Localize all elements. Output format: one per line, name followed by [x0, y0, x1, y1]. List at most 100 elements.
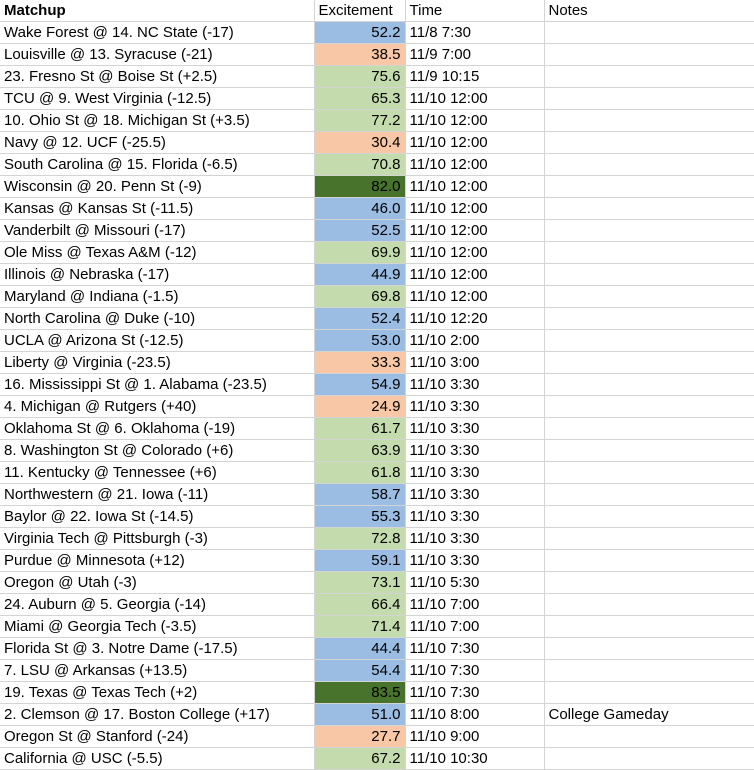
matchup-cell[interactable]: North Carolina @ Duke (-10)	[0, 307, 315, 330]
time-cell[interactable]: 11/10 12:00	[404, 285, 545, 308]
time-cell[interactable]: 11/10 12:00	[404, 241, 545, 264]
time-cell[interactable]: 11/10 5:30	[404, 571, 545, 594]
excitement-cell[interactable]: 24.9	[313, 395, 406, 418]
time-cell[interactable]: 11/10 7:00	[404, 615, 545, 638]
matchup-cell[interactable]: Oregon St @ Stanford (-24)	[0, 725, 315, 748]
excitement-cell[interactable]: 54.9	[313, 373, 406, 396]
excitement-cell[interactable]: 72.8	[313, 527, 406, 550]
time-cell[interactable]: 11/10 7:30	[404, 637, 545, 660]
time-cell[interactable]: 11/10 9:00	[404, 725, 545, 748]
matchup-cell[interactable]: Liberty @ Virginia (-23.5)	[0, 351, 315, 374]
excitement-cell[interactable]: 52.4	[313, 307, 406, 330]
excitement-cell[interactable]: 38.5	[313, 43, 406, 66]
matchup-cell[interactable]: 19. Texas @ Texas Tech (+2)	[0, 681, 315, 704]
notes-cell[interactable]	[543, 571, 754, 594]
excitement-cell[interactable]: 82.0	[313, 175, 406, 198]
matchup-cell[interactable]: 24. Auburn @ 5. Georgia (-14)	[0, 593, 315, 616]
time-cell[interactable]: 11/10 12:00	[404, 131, 545, 154]
notes-cell[interactable]	[543, 307, 754, 330]
matchup-cell[interactable]: Florida St @ 3. Notre Dame (-17.5)	[0, 637, 315, 660]
notes-cell[interactable]	[543, 241, 754, 264]
excitement-cell[interactable]: 46.0	[313, 197, 406, 220]
time-cell[interactable]: 11/10 3:30	[404, 461, 545, 484]
matchup-cell[interactable]: Illinois @ Nebraska (-17)	[0, 263, 315, 286]
excitement-cell[interactable]: 77.2	[313, 109, 406, 132]
matchup-cell[interactable]: 11. Kentucky @ Tennessee (+6)	[0, 461, 315, 484]
notes-cell[interactable]	[543, 527, 754, 550]
matchup-cell[interactable]: 2. Clemson @ 17. Boston College (+17)	[0, 703, 315, 726]
notes-cell[interactable]	[543, 175, 754, 198]
matchup-cell[interactable]: Oklahoma St @ 6. Oklahoma (-19)	[0, 417, 315, 440]
time-cell[interactable]: 11/10 12:00	[404, 87, 545, 110]
excitement-cell[interactable]: 69.8	[313, 285, 406, 308]
time-cell[interactable]: 11/10 12:00	[404, 153, 545, 176]
notes-cell[interactable]	[543, 593, 754, 616]
excitement-cell[interactable]: 71.4	[313, 615, 406, 638]
excitement-cell[interactable]: 65.3	[313, 87, 406, 110]
matchup-cell[interactable]: 10. Ohio St @ 18. Michigan St (+3.5)	[0, 109, 315, 132]
matchup-cell[interactable]: 8. Washington St @ Colorado (+6)	[0, 439, 315, 462]
matchup-cell[interactable]: Vanderbilt @ Missouri (-17)	[0, 219, 315, 242]
notes-cell[interactable]	[543, 725, 754, 748]
time-cell[interactable]: 11/10 12:00	[404, 175, 545, 198]
excitement-cell[interactable]: 51.0	[313, 703, 406, 726]
notes-cell[interactable]	[543, 505, 754, 528]
notes-cell[interactable]	[543, 417, 754, 440]
excitement-cell[interactable]: 52.2	[313, 21, 406, 44]
time-cell[interactable]: 11/9 10:15	[404, 65, 545, 88]
time-cell[interactable]: 11/10 3:30	[404, 373, 545, 396]
notes-cell[interactable]	[543, 659, 754, 682]
excitement-cell[interactable]: 53.0	[313, 329, 406, 352]
matchup-cell[interactable]: UCLA @ Arizona St (-12.5)	[0, 329, 315, 352]
time-cell[interactable]: 11/10 12:00	[404, 197, 545, 220]
notes-cell[interactable]	[543, 351, 754, 374]
time-cell[interactable]: 11/10 12:00	[404, 109, 545, 132]
time-cell[interactable]: 11/10 2:00	[404, 329, 545, 352]
time-cell[interactable]: 11/10 10:30	[404, 747, 545, 770]
time-cell[interactable]: 11/8 7:30	[404, 21, 545, 44]
excitement-cell[interactable]: 63.9	[313, 439, 406, 462]
matchup-cell[interactable]: Virginia Tech @ Pittsburgh (-3)	[0, 527, 315, 550]
matchup-cell[interactable]: 16. Mississippi St @ 1. Alabama (-23.5)	[0, 373, 315, 396]
matchup-cell[interactable]: Northwestern @ 21. Iowa (-11)	[0, 483, 315, 506]
matchup-cell[interactable]: 23. Fresno St @ Boise St (+2.5)	[0, 65, 315, 88]
excitement-cell[interactable]: 75.6	[313, 65, 406, 88]
matchup-cell[interactable]: Baylor @ 22. Iowa St (-14.5)	[0, 505, 315, 528]
notes-cell[interactable]	[543, 109, 754, 132]
matchup-cell[interactable]: South Carolina @ 15. Florida (-6.5)	[0, 153, 315, 176]
notes-cell[interactable]	[543, 263, 754, 286]
notes-cell[interactable]	[543, 373, 754, 396]
matchup-cell[interactable]: Miami @ Georgia Tech (-3.5)	[0, 615, 315, 638]
matchup-cell[interactable]: Wisconsin @ 20. Penn St (-9)	[0, 175, 315, 198]
notes-cell[interactable]	[543, 219, 754, 242]
notes-cell[interactable]: College Gameday	[543, 703, 754, 726]
notes-cell[interactable]	[543, 747, 754, 770]
excitement-cell[interactable]: 70.8	[313, 153, 406, 176]
notes-cell[interactable]	[543, 65, 754, 88]
notes-cell[interactable]	[543, 153, 754, 176]
notes-cell[interactable]	[543, 285, 754, 308]
excitement-cell[interactable]: 66.4	[313, 593, 406, 616]
header-notes[interactable]: Notes	[543, 0, 754, 22]
matchup-cell[interactable]: 4. Michigan @ Rutgers (+40)	[0, 395, 315, 418]
excitement-cell[interactable]: 55.3	[313, 505, 406, 528]
excitement-cell[interactable]: 61.7	[313, 417, 406, 440]
time-cell[interactable]: 11/9 7:00	[404, 43, 545, 66]
notes-cell[interactable]	[543, 461, 754, 484]
matchup-cell[interactable]: Oregon @ Utah (-3)	[0, 571, 315, 594]
notes-cell[interactable]	[543, 681, 754, 704]
time-cell[interactable]: 11/10 3:00	[404, 351, 545, 374]
header-matchup[interactable]: Matchup	[0, 0, 315, 22]
time-cell[interactable]: 11/10 7:30	[404, 681, 545, 704]
excitement-cell[interactable]: 30.4	[313, 131, 406, 154]
matchup-cell[interactable]: Wake Forest @ 14. NC State (-17)	[0, 21, 315, 44]
notes-cell[interactable]	[543, 439, 754, 462]
matchup-cell[interactable]: Kansas @ Kansas St (-11.5)	[0, 197, 315, 220]
time-cell[interactable]: 11/10 12:00	[404, 263, 545, 286]
notes-cell[interactable]	[543, 615, 754, 638]
matchup-cell[interactable]: Louisville @ 13. Syracuse (-21)	[0, 43, 315, 66]
notes-cell[interactable]	[543, 329, 754, 352]
excitement-cell[interactable]: 52.5	[313, 219, 406, 242]
excitement-cell[interactable]: 44.9	[313, 263, 406, 286]
notes-cell[interactable]	[543, 197, 754, 220]
